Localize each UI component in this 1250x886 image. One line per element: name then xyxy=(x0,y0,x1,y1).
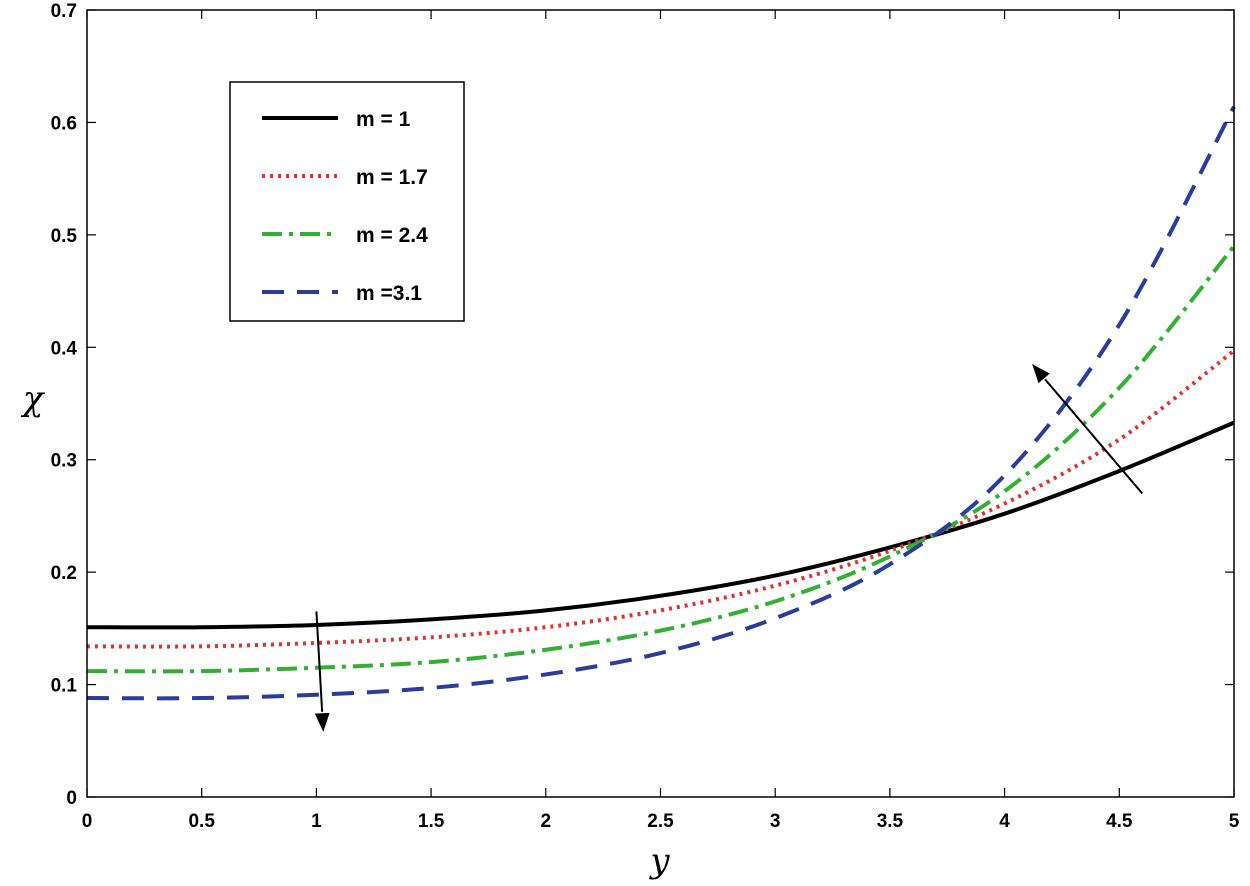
legend-label-3: m = 2.4 xyxy=(356,224,428,247)
y-tick-label: 0.7 xyxy=(51,1,77,22)
series-line-3 xyxy=(86,244,1236,674)
arrow-layer xyxy=(314,364,1144,732)
annotation-arrowhead-1 xyxy=(314,712,330,732)
y-tick-label: 0.1 xyxy=(51,676,78,697)
x-tick-label: 1 xyxy=(311,811,322,832)
legend: m = 1 m = 1.7 m = 2.4 m =3.1 xyxy=(229,81,465,322)
y-tick-label: 0.6 xyxy=(51,113,77,134)
legend-box xyxy=(229,81,465,322)
y-tick-label: 0 xyxy=(66,788,77,809)
tick-layer: 0 0.5 1 1.5 2 2.5 3 3.5 4 4.5 5 0 0.1 0.2 0.3 0.4 0.5 0.6… xyxy=(51,1,1240,832)
x-tick-label: 1.5 xyxy=(418,811,445,832)
legend-label-2: m = 1.7 xyxy=(356,166,428,189)
x-tick-label: 5 xyxy=(1229,811,1240,832)
x-tick-label: 2 xyxy=(541,811,552,832)
series-line-1 xyxy=(86,420,1235,630)
legend-label-4: m =3.1 xyxy=(356,282,422,305)
annotation-arrowhead-2 xyxy=(1032,364,1050,384)
y-tick-label: 0.3 xyxy=(51,451,77,472)
series-line-4 xyxy=(86,105,1236,701)
x-axis-label: y xyxy=(648,841,670,881)
x-tick-label: 3.5 xyxy=(877,811,904,832)
series-line-2 xyxy=(86,349,1236,649)
y-tick-label: 0.5 xyxy=(51,226,78,247)
x-tick-label: 0.5 xyxy=(188,811,215,832)
x-tick-label: 2.5 xyxy=(647,811,674,832)
legend-items: m = 1 m = 1.7 m = 2.4 m =3.1 xyxy=(262,108,428,305)
x-tick-label: 4 xyxy=(999,811,1010,832)
annotation-arrow-1 xyxy=(315,611,324,712)
x-tick-label: 3 xyxy=(770,811,781,832)
x-tick-label: 0 xyxy=(82,811,93,832)
y-tick-label: 0.4 xyxy=(51,338,78,359)
x-tick-label: 4.5 xyxy=(1106,811,1133,832)
legend-label-1: m = 1 xyxy=(356,108,411,131)
series-layer xyxy=(86,105,1236,701)
annotation-arrow-2 xyxy=(1044,378,1144,495)
y-tick-label: 0.2 xyxy=(51,563,77,584)
y-axis-label: χ xyxy=(21,379,46,419)
